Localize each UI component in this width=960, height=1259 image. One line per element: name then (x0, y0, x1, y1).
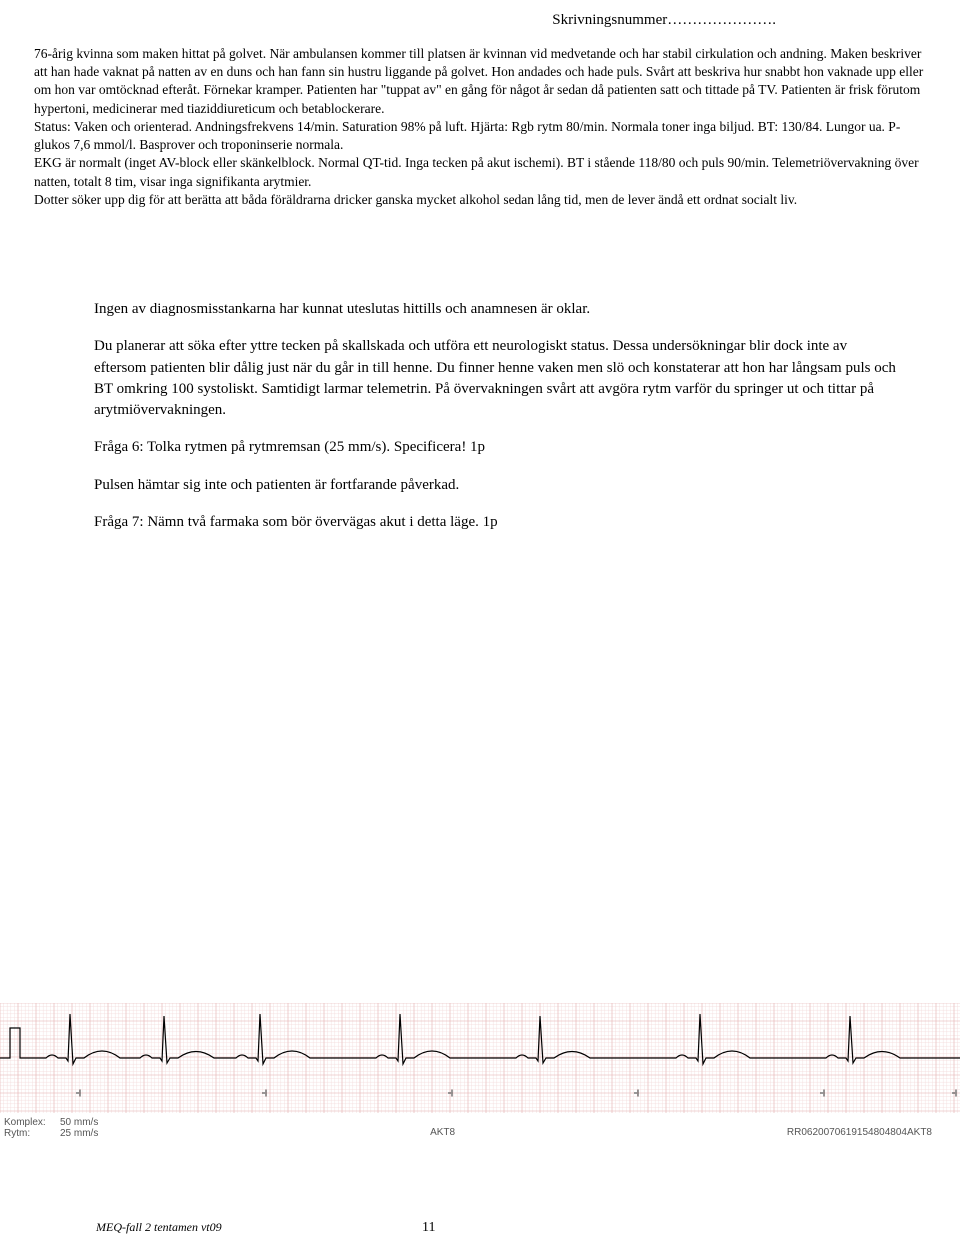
ecg-svg (0, 1003, 960, 1113)
question-7: Fråga 7: Nämn två farmaka som bör övervä… (94, 512, 896, 533)
rytm-value: 25 mm/s (60, 1128, 98, 1139)
question-6: Fråga 6: Tolka rytmen på rytmremsan (25 … (94, 437, 896, 458)
ecg-meta: Komplex: 50 mm/s Rytm: 25 mm/s AKT8 RR06… (0, 1117, 960, 1139)
case-description: 76-årig kvinna som maken hittat på golve… (34, 45, 926, 209)
ecg-meta-left: Komplex: 50 mm/s Rytm: 25 mm/s (4, 1117, 98, 1139)
exam-id-line: Skrivningsnummer…………………. (34, 12, 926, 29)
ecg-strip: Komplex: 50 mm/s Rytm: 25 mm/s AKT8 RR06… (0, 1003, 960, 1139)
question-block: Ingen av diagnosmisstankarna har kunnat … (94, 299, 896, 533)
footer-title: MEQ-fall 2 tentamen vt09 (96, 1220, 222, 1234)
summary-para-1: Ingen av diagnosmisstankarna har kunnat … (94, 299, 896, 320)
summary-para-2: Du planerar att söka efter yttre tecken … (94, 336, 896, 421)
ecg-meta-center: AKT8 (98, 1117, 787, 1139)
komplex-value: 50 mm/s (60, 1117, 98, 1128)
page-footer: MEQ-fall 2 tentamen vt09 11 (96, 1220, 926, 1235)
rytm-label: Rytm: (4, 1128, 60, 1139)
komplex-label: Komplex: (4, 1117, 60, 1128)
ecg-meta-right: RR0620070619154804804AKT8 (787, 1117, 960, 1139)
footer-page: 11 (422, 1220, 435, 1236)
summary-para-3: Pulsen hämtar sig inte och patienten är … (94, 475, 896, 496)
